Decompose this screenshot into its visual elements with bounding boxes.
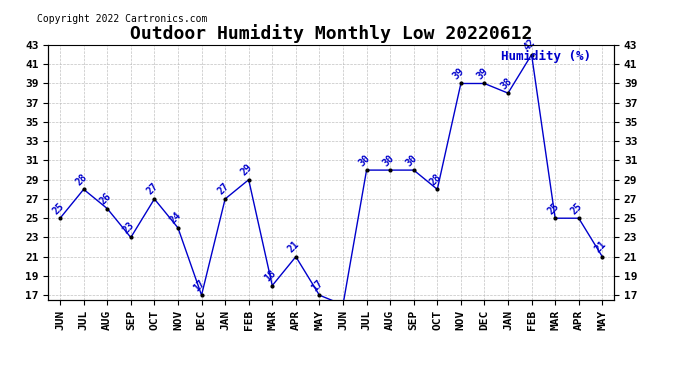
Text: 27: 27 [215, 182, 230, 197]
Text: 29: 29 [239, 162, 255, 177]
Text: 39: 39 [451, 66, 466, 81]
Text: Humidity (%): Humidity (%) [501, 50, 591, 63]
Text: 27: 27 [145, 182, 160, 197]
Text: 21: 21 [593, 239, 608, 255]
Text: 30: 30 [380, 153, 396, 168]
Text: 39: 39 [475, 66, 490, 81]
Text: 17: 17 [192, 278, 207, 293]
Text: 42: 42 [522, 37, 538, 52]
Text: 28: 28 [428, 172, 443, 187]
Text: 18: 18 [262, 268, 278, 284]
Text: 21: 21 [286, 239, 302, 255]
Text: 26: 26 [97, 191, 113, 206]
Text: 24: 24 [168, 210, 184, 226]
Text: 25: 25 [569, 201, 584, 216]
Text: Copyright 2022 Cartronics.com: Copyright 2022 Cartronics.com [37, 14, 208, 24]
Text: 25: 25 [50, 201, 66, 216]
Text: 28: 28 [74, 172, 89, 187]
Text: 38: 38 [498, 76, 513, 91]
Text: 16: 16 [0, 374, 1, 375]
Text: 17: 17 [310, 278, 325, 293]
Title: Outdoor Humidity Monthly Low 20220612: Outdoor Humidity Monthly Low 20220612 [130, 24, 533, 44]
Text: 30: 30 [357, 153, 372, 168]
Text: 30: 30 [404, 153, 420, 168]
Text: 23: 23 [121, 220, 137, 235]
Text: 25: 25 [545, 201, 561, 216]
